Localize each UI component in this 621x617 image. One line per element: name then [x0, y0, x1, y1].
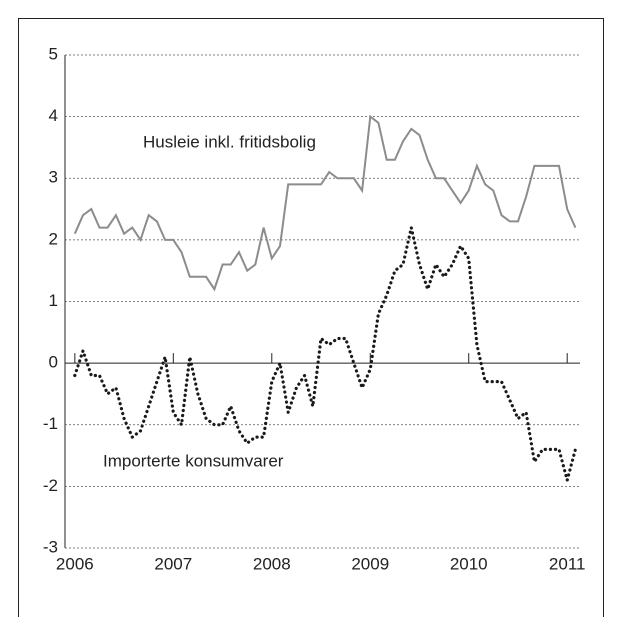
x-tick-label: 2011 — [549, 554, 586, 573]
y-tick-label: 1 — [49, 291, 58, 310]
x-tick-label: 2006 — [56, 554, 94, 573]
y-tick-label: -1 — [43, 414, 58, 433]
y-tick-label: 0 — [49, 353, 58, 372]
y-tick-label: -3 — [43, 537, 58, 556]
series-line — [73, 114, 577, 292]
y-tick-label: 5 — [49, 44, 58, 63]
y-tick-label: 3 — [49, 168, 58, 187]
x-tick-label: 2007 — [154, 554, 192, 573]
frame — [18, 18, 604, 617]
y-tick-label: -2 — [43, 476, 58, 495]
x-tick-label: 2008 — [253, 554, 291, 573]
x-tick-label: 2010 — [450, 554, 488, 573]
y-tick-label: 2 — [49, 229, 58, 248]
series-line — [73, 227, 577, 487]
y-tick-label: 4 — [49, 106, 58, 125]
series-label: Importerte konsumvarer — [103, 451, 284, 470]
series-label: Husleie inkl. fritidsbolig — [143, 132, 316, 151]
x-tick-label: 2009 — [351, 554, 389, 573]
